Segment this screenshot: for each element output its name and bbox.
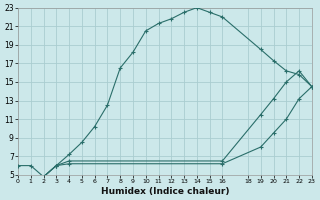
- X-axis label: Humidex (Indice chaleur): Humidex (Indice chaleur): [101, 187, 229, 196]
